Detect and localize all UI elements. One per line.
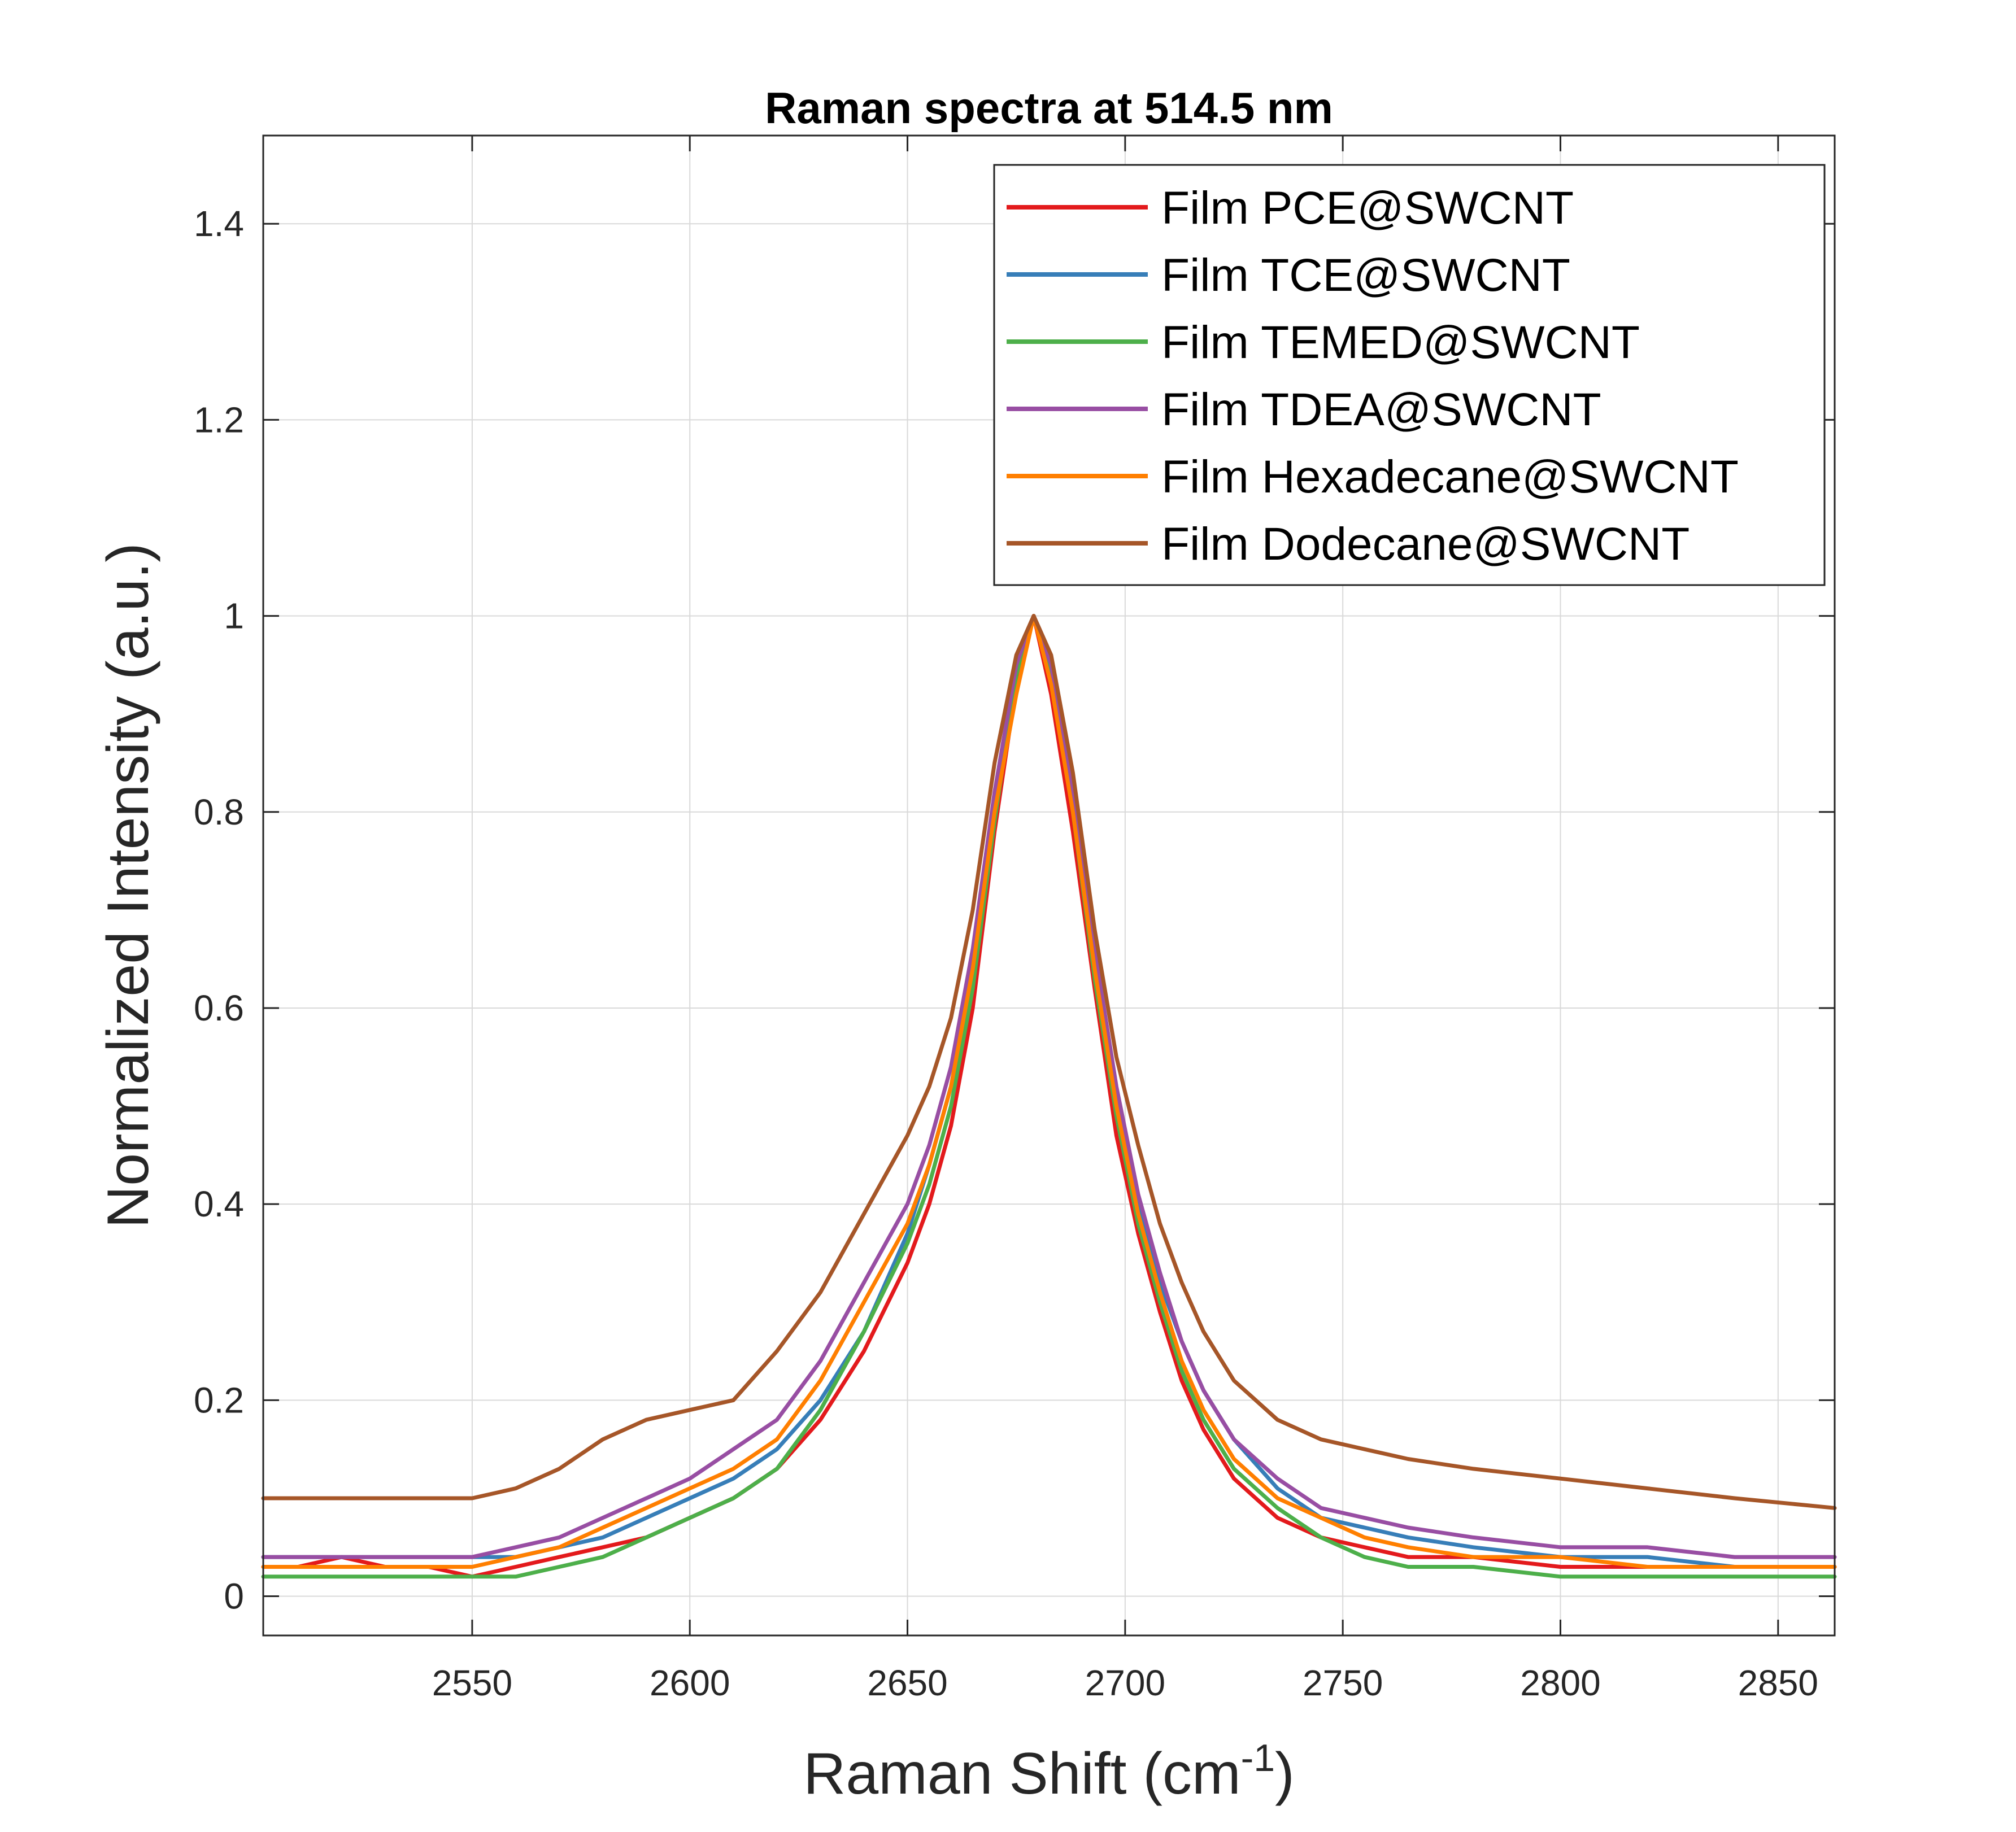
chart-title: Raman spectra at 514.5 nm <box>765 83 1333 133</box>
x-axis-label-main: Raman Shift (cm <box>803 1741 1240 1807</box>
legend-label: Film Hexadecane@SWCNT <box>1161 451 1739 503</box>
legend-label: Film TDEA@SWCNT <box>1161 384 1601 435</box>
y-tick-label: 1.2 <box>194 399 244 440</box>
y-tick-label: 1 <box>224 596 244 636</box>
series-line-4 <box>261 614 1837 1559</box>
x-tick-label: 2550 <box>432 1663 512 1703</box>
legend-label: Film Dodecane@SWCNT <box>1161 518 1690 570</box>
x-tick-label: 2850 <box>1738 1663 1818 1703</box>
axes-frame <box>262 134 1836 1637</box>
legend: Film PCE@SWCNT Film TCE@SWCNT Film TEMED@S… <box>993 164 1826 586</box>
y-tick-label: 0 <box>224 1576 244 1617</box>
series-line-5 <box>261 614 1837 1569</box>
y-tick-label: 0.8 <box>194 792 244 832</box>
x-axis-label-superscript: -1 <box>1241 1737 1275 1779</box>
series-layer <box>261 614 1837 1579</box>
x-tick-label: 2700 <box>1085 1663 1165 1703</box>
ticks: 2550 2600 2650 2700 2750 2800 2850 0 0.2 0.4 0.6 0.… <box>194 136 1835 1703</box>
y-axis-label: Normalized Intensity (a.u.) <box>95 543 161 1228</box>
y-tick-label: 0.4 <box>194 1184 244 1224</box>
x-tick-label: 2650 <box>867 1663 947 1703</box>
series-line-6 <box>261 614 1837 1510</box>
legend-label: Film TCE@SWCNT <box>1161 250 1570 301</box>
legend-label: Film PCE@SWCNT <box>1161 182 1574 234</box>
legend-label: Film TEMED@SWCNT <box>1161 317 1640 368</box>
y-tick-label: 0.6 <box>194 988 244 1028</box>
y-tick-label: 1.4 <box>194 203 244 244</box>
y-tick-label: 0.2 <box>194 1380 244 1420</box>
x-axis-label: Raman Shift (cm-1) <box>803 1737 1295 1807</box>
x-tick-label: 2600 <box>650 1663 730 1703</box>
x-tick-label: 2750 <box>1303 1663 1383 1703</box>
x-tick-label: 2800 <box>1520 1663 1600 1703</box>
x-axis-label-end: ) <box>1275 1741 1295 1807</box>
legend-box <box>993 164 1826 586</box>
